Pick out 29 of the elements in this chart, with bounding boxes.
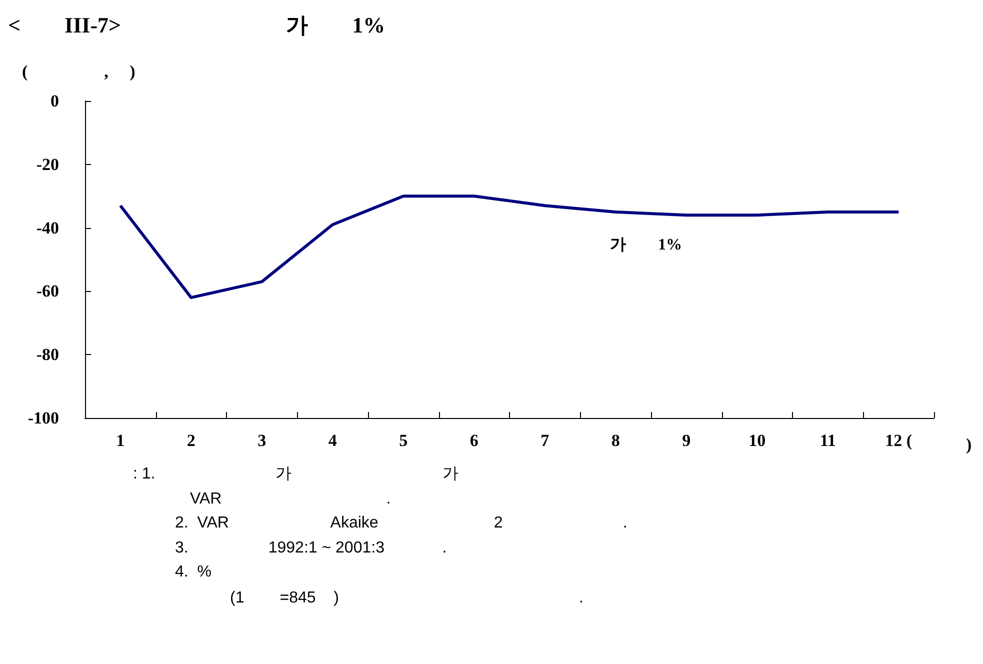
x-tick-label: 5: [399, 431, 408, 450]
text: VAR .: [190, 490, 391, 508]
x-tick-label: 4: [328, 431, 338, 450]
x-tick-label: 3: [258, 431, 266, 450]
x-tick-label: 12 (: [885, 431, 912, 450]
y-axis-title: ( , ): [22, 62, 136, 81]
x-tick-label: 9: [682, 431, 691, 450]
text: 4. %: [175, 564, 212, 580]
y-tick-label: -80: [36, 345, 59, 364]
x-tick-label: 8: [611, 431, 620, 450]
chart-title: < III-7> 가 1%: [8, 12, 386, 38]
x-axis-title: ): [966, 435, 972, 454]
x-tick-label: 2: [186, 431, 196, 450]
text: 2. VAR Akaike 2 .: [175, 514, 628, 532]
text: : 1. 가 가: [133, 466, 458, 482]
annotation: 가 1%: [610, 236, 682, 254]
y-tick-label: -100: [28, 408, 59, 428]
x-tick-label: 1: [116, 431, 125, 450]
text: (1 =845 ) .: [230, 590, 584, 606]
x-tick-label: 7: [540, 431, 550, 450]
y-tick-label: 0: [50, 92, 59, 110]
y-tick-label: -20: [36, 154, 59, 174]
line-series: [118, 194, 900, 300]
x-tick-label: 10: [748, 431, 766, 450]
x-tick-label: 11: [820, 431, 836, 450]
x-tick-label: 6: [470, 431, 478, 450]
y-tick-label: -60: [36, 282, 59, 301]
y-tick-label: -40: [36, 218, 59, 238]
text: 3. 1992:1 ~ 2001:3 .: [175, 540, 447, 556]
